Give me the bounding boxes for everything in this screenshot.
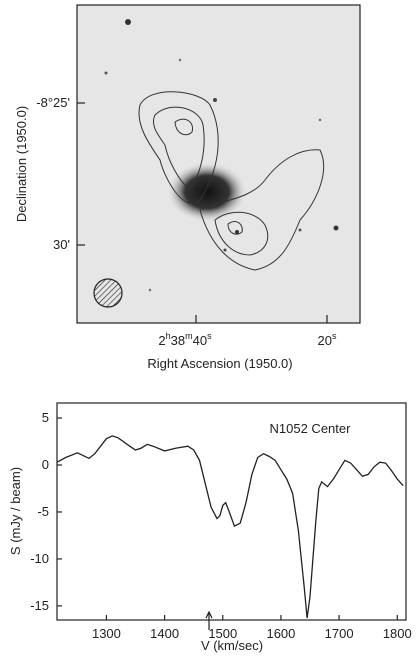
y-tick-label: -5 <box>37 504 49 519</box>
x-tick-label: 1700 <box>325 626 354 641</box>
x-axis-label: Right Ascension (1950.0) <box>147 356 292 371</box>
x-tick-label: 1600 <box>266 626 295 641</box>
label-part: 20 <box>318 333 332 348</box>
spectrum-line <box>56 435 404 619</box>
y-axis-label: S (mJy / beam) <box>8 467 23 555</box>
x-tick-label: 2h38m40s <box>158 331 212 348</box>
y-tick-label: 30' <box>53 237 70 252</box>
y-tick-label: -10 <box>30 551 49 566</box>
spectrum-chart: N1052 Center V (km/sec) S (mJy / beam) 1… <box>8 402 412 653</box>
x-tick-label: 1300 <box>92 626 121 641</box>
label-part: 2 <box>158 333 165 348</box>
unit-superscript: h <box>166 331 171 341</box>
y-tick-label: -8°25' <box>36 95 70 110</box>
x-axis-label: V (km/sec) <box>201 638 263 653</box>
label-part: 38 <box>171 333 185 348</box>
plot-frame <box>56 402 407 621</box>
x-tick-label: 1800 <box>383 626 412 641</box>
y-axis-label: Declination (1950.0) <box>14 106 29 222</box>
sky-image <box>76 4 361 324</box>
x-tick-label: 1400 <box>150 626 179 641</box>
annotation: N1052 Center <box>270 421 352 436</box>
unit-superscript: s <box>207 331 212 341</box>
x-tick-label: 1500 <box>208 626 237 641</box>
unit-superscript: s <box>332 331 337 341</box>
y-tick-label: 5 <box>42 410 49 425</box>
y-tick-label: -15 <box>30 598 49 613</box>
y-tick-label: 0 <box>42 457 49 472</box>
unit-superscript: m <box>185 331 193 341</box>
x-tick-label: 20s <box>318 331 337 348</box>
velocity-arrow <box>205 610 213 630</box>
label-part: 40 <box>193 333 207 348</box>
